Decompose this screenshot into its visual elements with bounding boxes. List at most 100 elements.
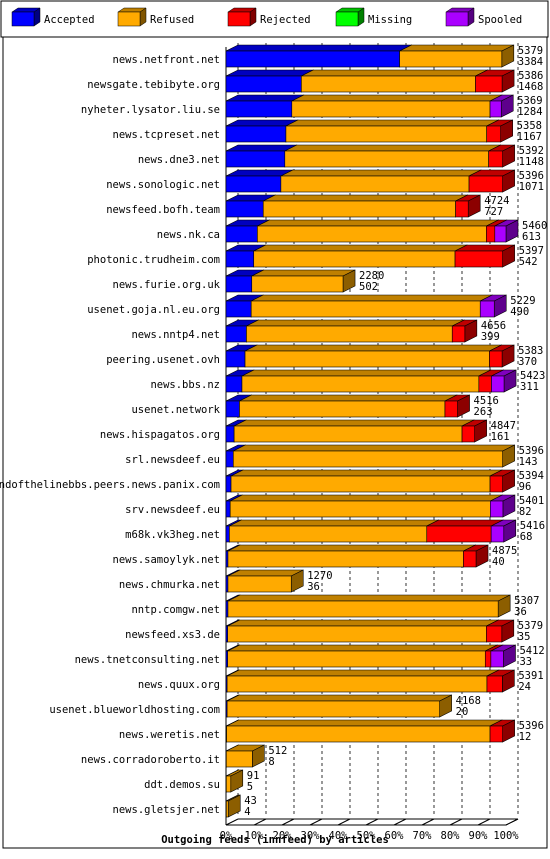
bar-segment — [284, 144, 501, 168]
x-tick — [337, 818, 351, 826]
count-label: 20 — [456, 706, 469, 718]
count-label: 1071 — [519, 181, 544, 193]
bar-segment — [226, 719, 503, 743]
bar-top — [251, 269, 356, 277]
bar-front — [463, 550, 477, 568]
bar-front — [494, 225, 507, 243]
count-label: 3384 — [518, 56, 543, 68]
bar-top — [291, 94, 503, 102]
bar-segment — [444, 394, 470, 418]
bar-top — [253, 244, 468, 252]
bar-segment — [244, 344, 502, 368]
bar-front — [226, 700, 440, 718]
category-label: news.quux.org — [138, 679, 220, 691]
legend-label: Rejected — [260, 14, 311, 26]
count-label: 82 — [519, 506, 532, 518]
bar-segment — [291, 94, 503, 118]
bar-segment — [227, 569, 304, 593]
bar-front — [227, 600, 499, 618]
bar-top — [226, 719, 503, 727]
bar-front — [227, 575, 292, 593]
bar-front — [486, 675, 503, 693]
count-label: 502 — [359, 281, 378, 293]
bar-top — [280, 169, 482, 177]
count-label: 68 — [520, 531, 533, 543]
total-label: 5396 — [519, 720, 544, 732]
bar-front — [227, 650, 486, 668]
bar-front — [229, 500, 491, 518]
bar-segment — [486, 619, 515, 643]
category-label: nntp.comgw.net — [131, 604, 220, 616]
bar-front — [225, 75, 302, 93]
legend-label: Refused — [150, 14, 194, 26]
total-label: 5386 — [518, 70, 543, 82]
bar-top — [244, 344, 502, 352]
category-label: photonic.trudheim.com — [87, 254, 220, 266]
count-label: 40 — [492, 556, 505, 568]
bar-front — [455, 200, 469, 218]
count-label: 1148 — [519, 156, 544, 168]
bar-segment — [491, 369, 517, 393]
bar-front — [225, 800, 229, 818]
bar-segment — [486, 669, 515, 693]
bar-segment — [489, 469, 515, 493]
bar-front — [230, 475, 491, 493]
bar-front — [225, 200, 264, 218]
count-label: 4 — [244, 806, 250, 818]
bar-front — [475, 75, 503, 93]
bar-front — [225, 225, 258, 243]
x-axis-label: Outgoing feeds (innfeed) by articles — [161, 834, 389, 846]
bar-segment — [239, 394, 458, 418]
count-label: 143 — [519, 456, 538, 468]
x-tick-label: 90% — [469, 830, 489, 842]
bar-top — [225, 44, 412, 52]
bar-front — [225, 350, 246, 368]
bar-front — [225, 250, 255, 268]
bar-top — [225, 94, 304, 102]
count-label: 613 — [522, 231, 541, 243]
bar-front — [426, 525, 492, 543]
x-tick-label: 0% — [220, 830, 233, 842]
bar-front — [226, 675, 488, 693]
count-label: 35 — [518, 631, 531, 643]
bar-segment — [285, 119, 499, 143]
x-tick-label: 100% — [493, 830, 519, 842]
total-label: 4875 — [492, 545, 517, 557]
category-label: endofthelinebbs.peers.news.panix.com — [0, 479, 220, 491]
bar-top — [301, 69, 488, 77]
bar-segment — [230, 469, 503, 493]
category-label: newsfeed.xs3.de — [125, 629, 220, 641]
bar-segment — [488, 144, 515, 168]
x-tick — [253, 818, 267, 826]
x-tick-label: 30% — [301, 830, 321, 842]
count-label: 490 — [510, 306, 529, 318]
x-axis-end — [505, 818, 519, 826]
category-label: news.hispagatos.org — [100, 429, 220, 441]
bar-front — [225, 275, 253, 293]
count-label: 96 — [519, 481, 532, 493]
bar-segment — [489, 344, 515, 368]
bar-front — [225, 775, 232, 793]
category-label: news.furie.org.uk — [113, 279, 221, 291]
x-tick-label: 60% — [385, 830, 405, 842]
bar-segment — [489, 719, 515, 743]
legend-swatch — [117, 11, 141, 27]
bar-segment — [490, 644, 516, 668]
total-label: 5423 — [520, 370, 545, 382]
legend-swatch — [335, 11, 359, 27]
total-label: 5412 — [519, 645, 544, 657]
count-label: 1284 — [517, 106, 542, 118]
bar-segment — [229, 519, 440, 543]
category-label: news.netfront.net — [113, 54, 220, 66]
total-label: 5392 — [519, 145, 544, 157]
total-label: 5416 — [520, 520, 545, 532]
bar-front — [478, 375, 492, 393]
bar-front — [484, 650, 492, 668]
bar-segment — [246, 319, 465, 343]
bar-front — [241, 375, 480, 393]
bar-segment — [399, 44, 515, 68]
total-label: 4656 — [481, 320, 506, 332]
bar-top — [241, 369, 491, 377]
category-label: nyheter.lysator.liu.se — [81, 104, 220, 116]
